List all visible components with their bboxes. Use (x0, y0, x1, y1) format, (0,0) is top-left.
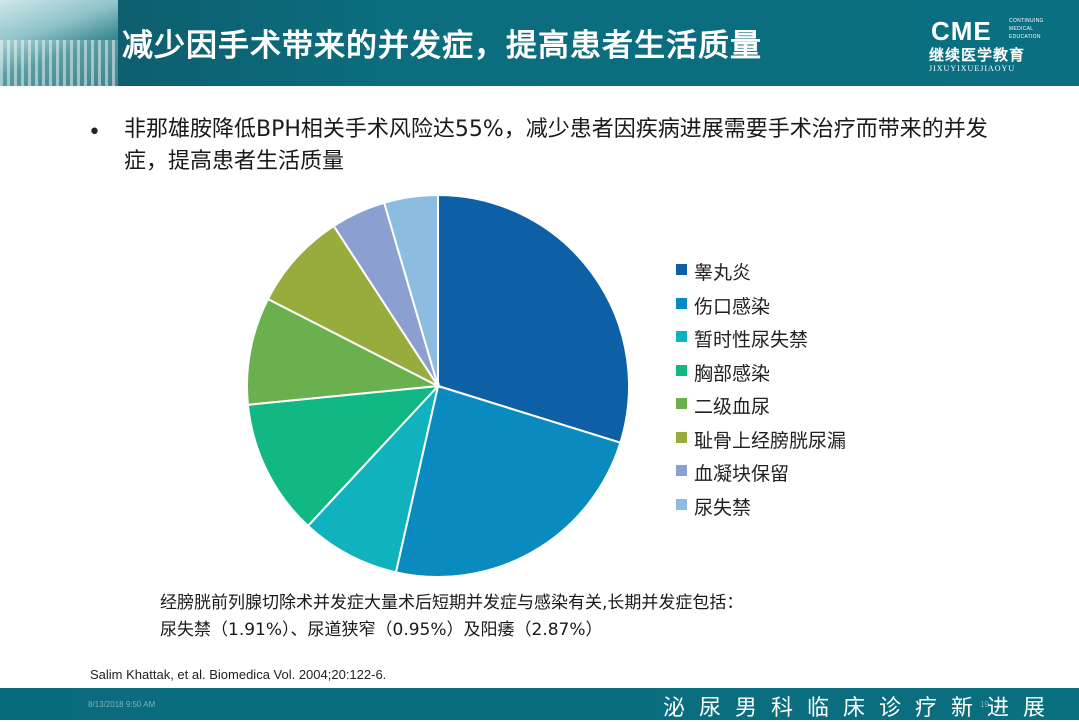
header-bar: 减少因手术带来的并发症，提高患者生活质量 CME CONTINUING MEDI… (0, 0, 1079, 86)
header-waterfall-image (0, 0, 118, 86)
legend-label: 尿失禁 (694, 496, 752, 519)
pie-chart (246, 193, 630, 578)
pie-slice-8 (382, 193, 439, 387)
logo-pinyin-text: JIXUYIXUEJIAOYU (929, 64, 1016, 73)
footer-date: 8/13/2018 9:50 AM (88, 700, 156, 709)
complications-note: 经膀胱前列腺切除术并发症大量术后短期并发症与感染有关,长期并发症包括： 尿失禁（… (160, 590, 960, 644)
logo-small-text-2: MEDICAL (1009, 26, 1034, 32)
bullet-marker: • (88, 120, 101, 145)
legend-label: 暂时性尿失禁 (694, 329, 809, 351)
legend-label: 耻骨上经膀胱尿漏 (694, 429, 847, 452)
legend-swatch (676, 264, 687, 275)
legend-swatch (676, 331, 687, 342)
pie-slice-4 (246, 384, 441, 528)
legend-label: 伤口感染 (694, 295, 771, 318)
logo-small-text-1: CONTINUING (1009, 18, 1044, 24)
legend-swatch (676, 465, 687, 476)
logo-small-text-3: EDUCATION (1009, 34, 1041, 40)
legend-swatch (676, 398, 687, 409)
bullet-text: 非那雄胺降低BPH相关手术风险达55%，减少患者因疾病进展需要手术治疗而带来的并… (124, 117, 988, 174)
slide-title: 减少因手术带来的并发症，提高患者生活质量 (122, 28, 762, 64)
footer-bar: 8/13/2018 9:50 AM 19 泌尿男科临床诊疗新进展 (0, 688, 1079, 721)
legend-swatch (676, 498, 687, 510)
logo-chinese-text: 继续医学教育 (929, 46, 1026, 64)
logo-main-text: CME (931, 16, 992, 46)
cme-logo: CME CONTINUING MEDICAL EDUCATION 继续医学教育 … (925, 14, 1055, 76)
pie-slice-5 (246, 297, 442, 406)
legend-label: 血凝块保留 (694, 463, 790, 485)
legend-swatch (676, 297, 687, 309)
footer-series-title: 泌尿男科临床诊疗新进展 (662, 696, 1059, 721)
note-line-1: 经膀胱前列腺切除术并发症大量术后短期并发症与感染有关,长期并发症包括： (160, 593, 744, 613)
legend-swatch (676, 431, 687, 443)
legend-swatch (676, 364, 687, 376)
pie-slice-2 (394, 384, 622, 578)
legend-label: 胸部感染 (694, 362, 771, 385)
citation: Salim Khattak, et al. Biomedica Vol. 200… (90, 667, 387, 682)
note-line-2: 尿失禁（1.91%）、尿道狭窄（0.95%）及阳痿（2.87%） (160, 620, 603, 640)
legend-label: 睾丸炎 (694, 262, 752, 284)
footer-page-number: 19 (980, 700, 989, 709)
pie-slice-1 (437, 193, 630, 444)
legend-label: 二级血尿 (694, 396, 771, 418)
pie-slice-6 (266, 224, 441, 389)
pie-slice-3 (306, 382, 440, 574)
